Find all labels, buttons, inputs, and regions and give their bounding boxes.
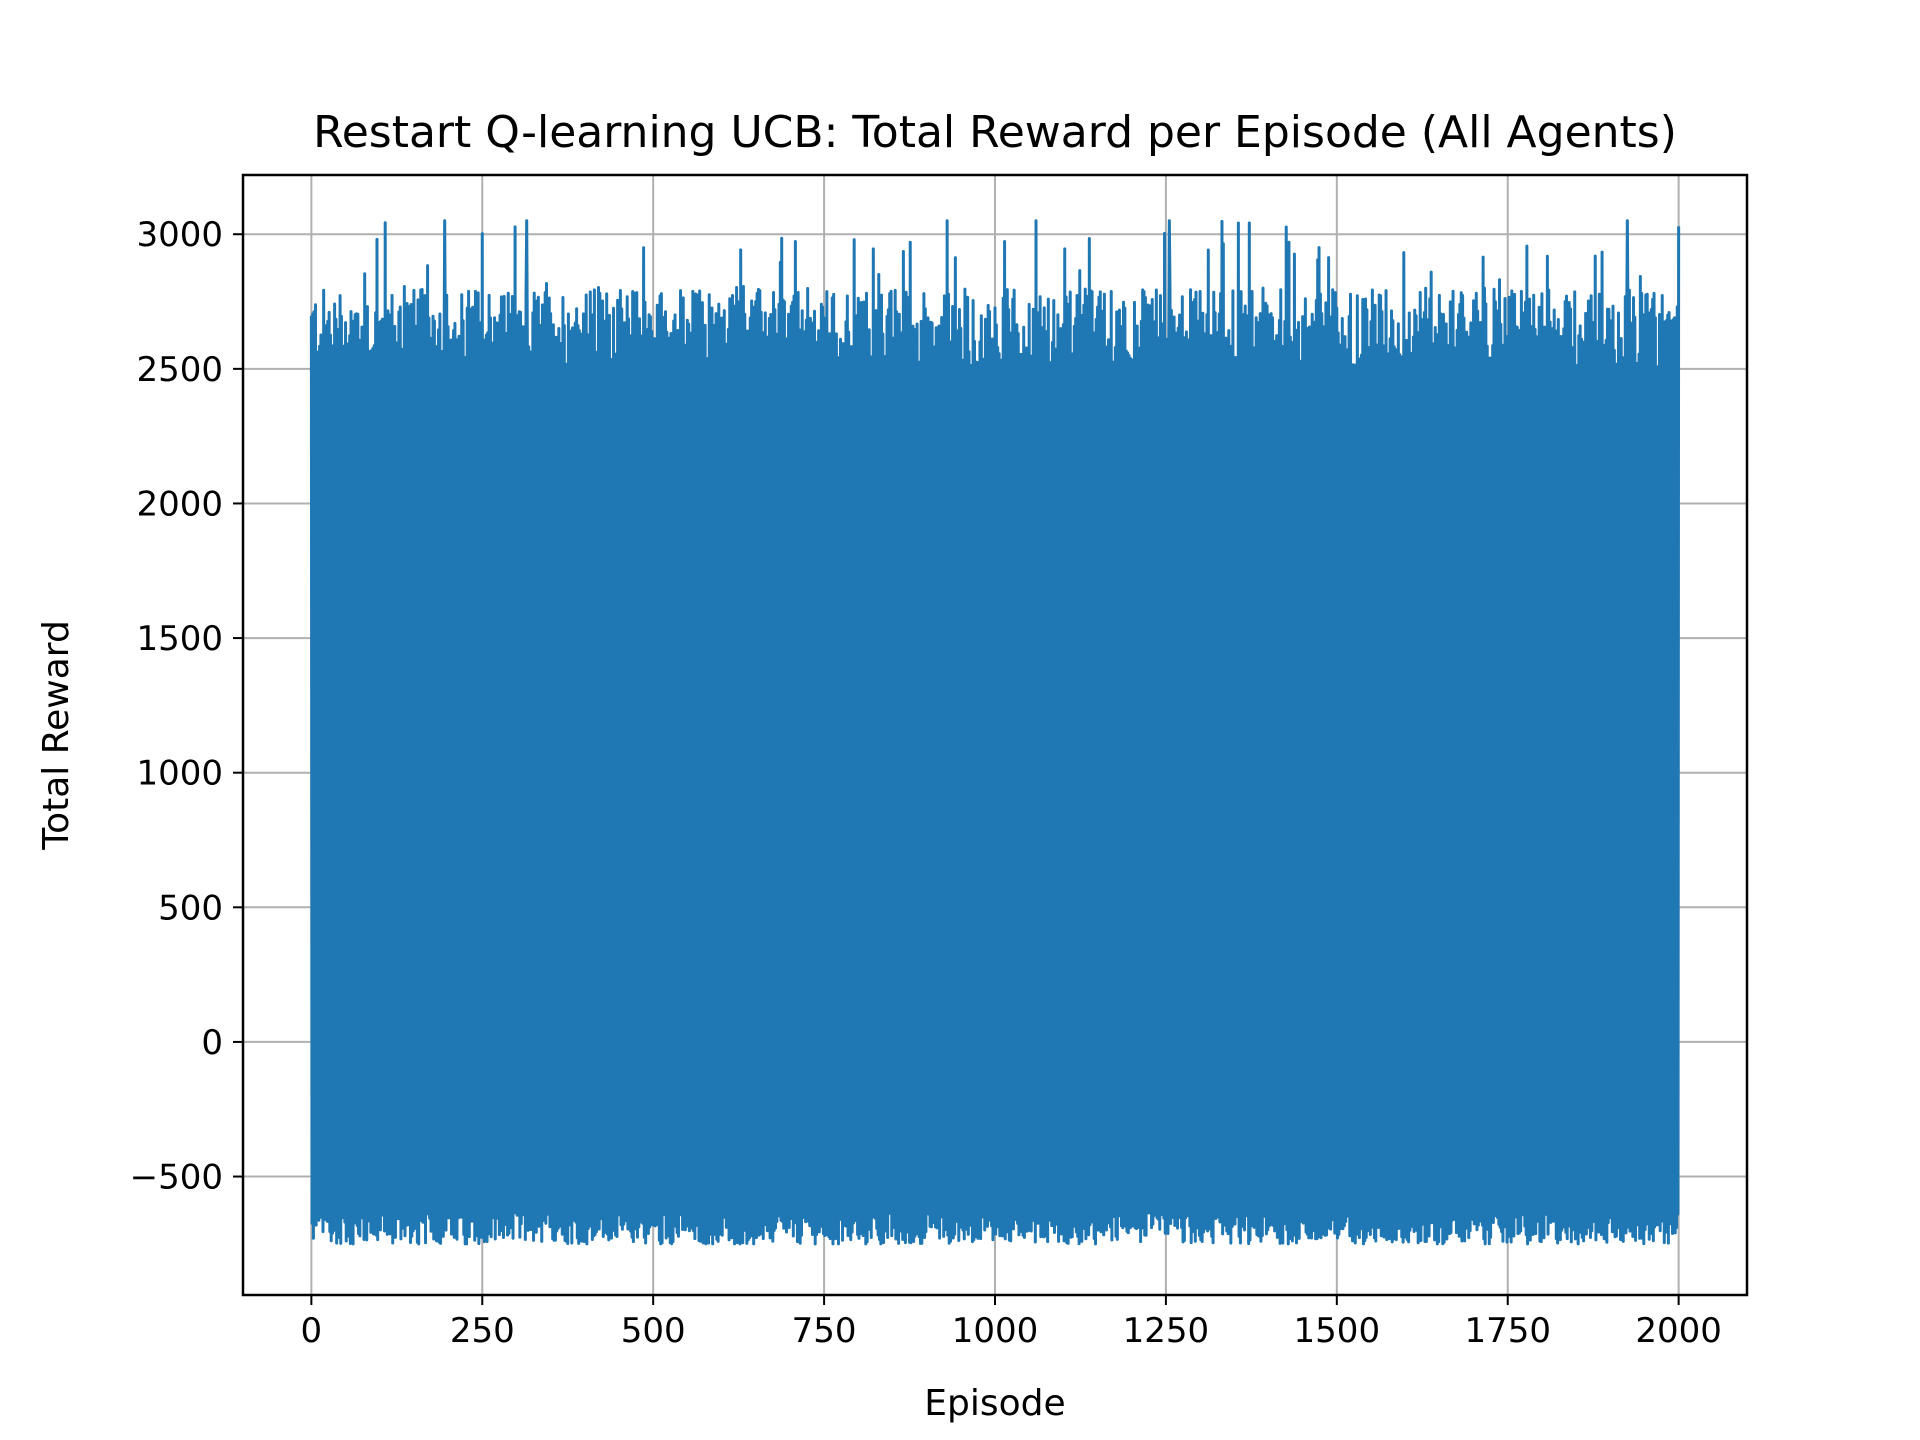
y-tick-label: 0	[201, 1023, 223, 1063]
y-tick-label: 1000	[136, 754, 223, 794]
y-tick-label: 2500	[136, 350, 223, 390]
y-tick-label: 500	[158, 888, 223, 928]
x-tick-label: 1500	[1294, 1311, 1381, 1351]
x-tick-label: 0	[301, 1311, 323, 1351]
x-axis-label: Episode	[924, 1383, 1065, 1424]
x-tick-label: 1250	[1123, 1311, 1210, 1351]
ticks: 0 250 500 750 1000 1250 1500 1750 2000 −500 0 500 10…	[130, 215, 1722, 1351]
x-tick-label: 500	[621, 1311, 686, 1351]
y-tick-label: 1500	[136, 619, 223, 659]
x-tick-label: 1000	[952, 1311, 1039, 1351]
series-line	[309, 219, 1681, 1246]
x-tick-label: 2000	[1635, 1311, 1722, 1351]
chart-title: Restart Q-learning UCB: Total Reward per…	[313, 107, 1677, 158]
x-tick-label: 250	[450, 1311, 515, 1351]
y-axis-label: Total Reward	[36, 620, 77, 851]
x-tick-label: 1750	[1464, 1311, 1551, 1351]
series-layer	[309, 219, 1681, 1246]
y-tick-label: 2000	[136, 484, 223, 524]
y-tick-label: −500	[130, 1158, 223, 1198]
y-tick-label: 3000	[136, 215, 223, 255]
x-tick-label: 750	[792, 1311, 857, 1351]
